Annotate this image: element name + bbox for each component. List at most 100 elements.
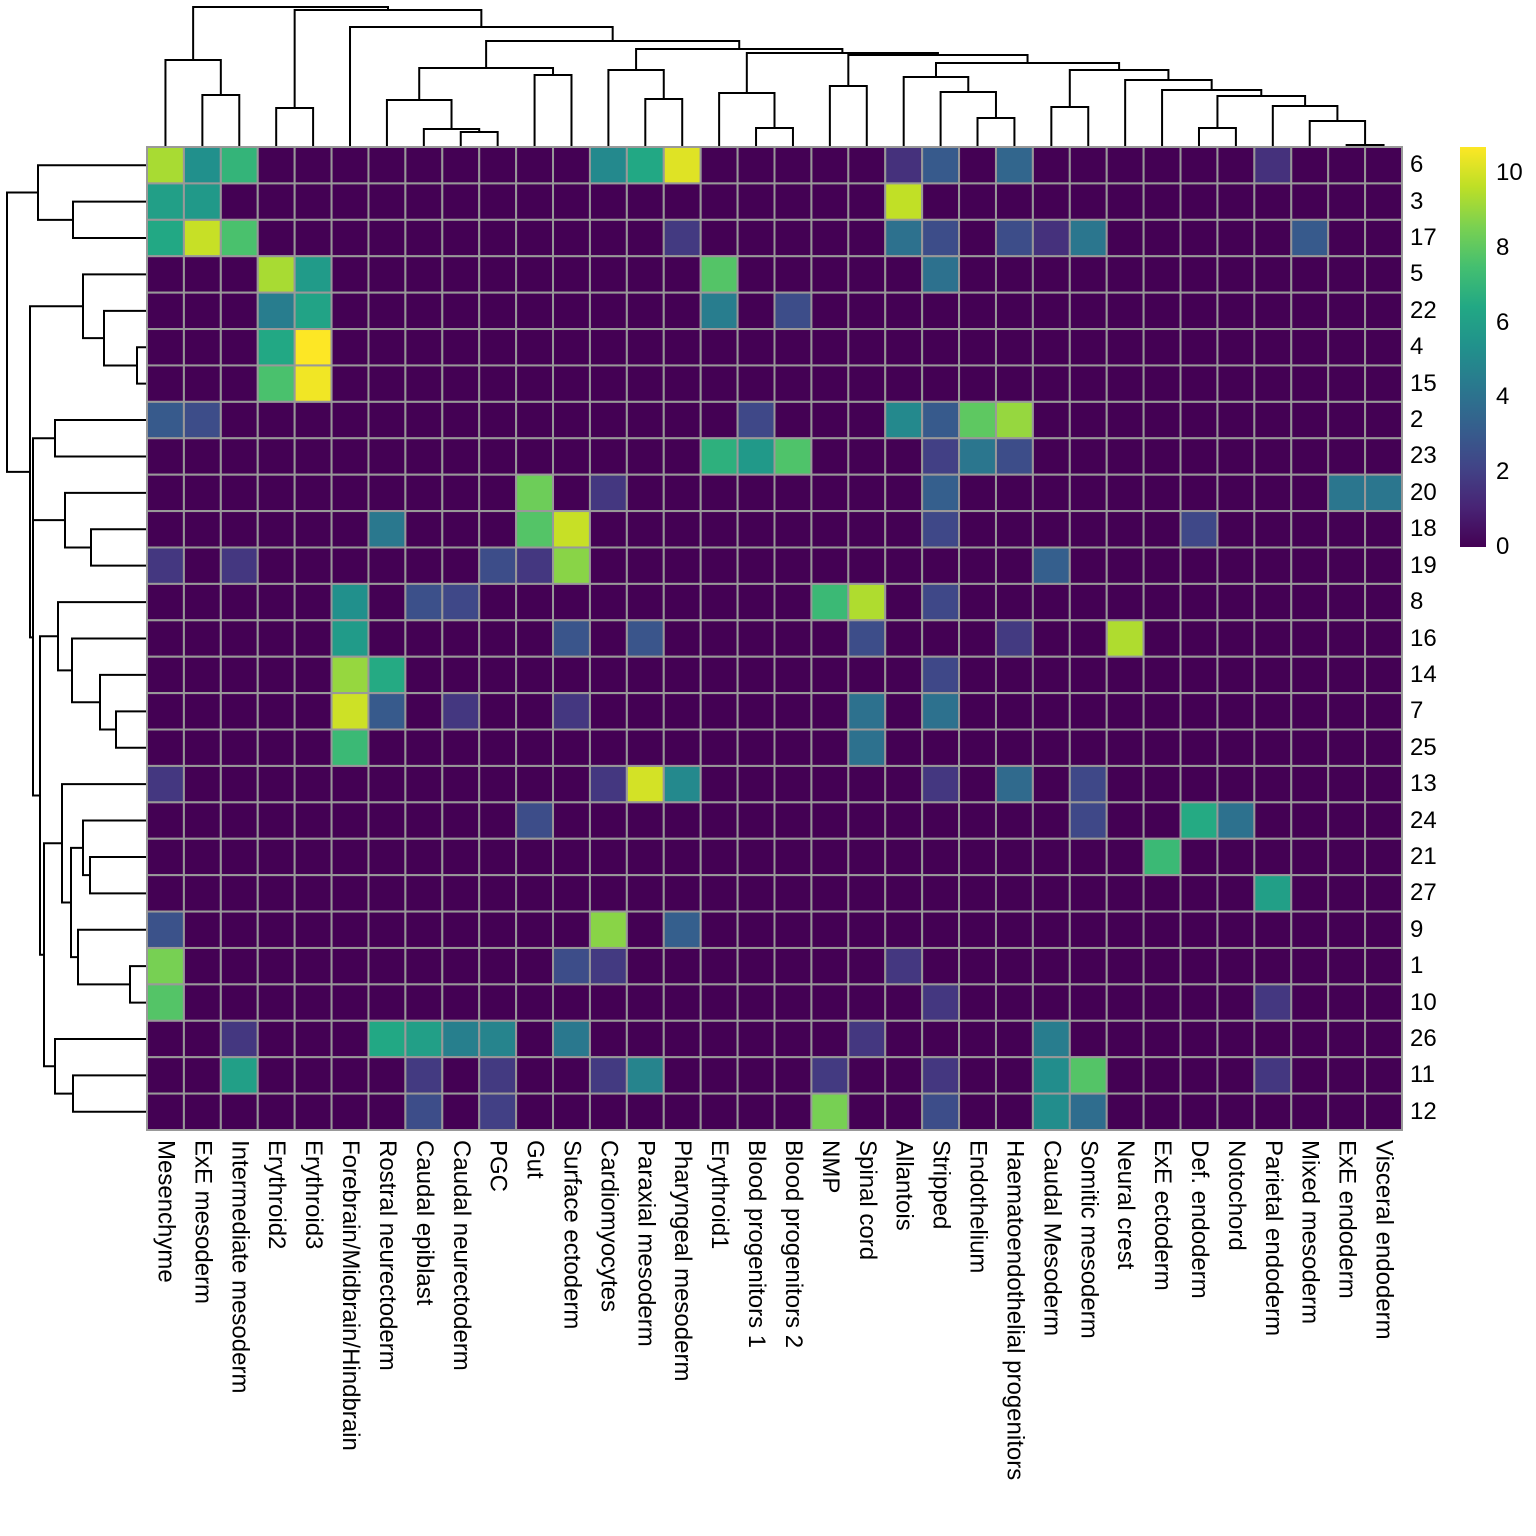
heatmap-cell [219,255,259,294]
heatmap-cell [256,328,296,367]
heatmap-cell [1031,473,1071,513]
heatmap-cell [367,582,407,622]
heatmap-cell [1068,364,1108,403]
heatmap-cell [588,655,628,695]
heatmap-cell [994,874,1034,913]
dendrogram-branch [64,491,147,549]
heatmap-cell [662,364,702,403]
heatmap-cell [1290,510,1330,549]
heatmap-cell [1216,146,1256,185]
heatmap-cell [441,510,481,549]
heatmap-cell [219,510,259,549]
heatmap-cell [515,546,555,585]
heatmap-cell [921,473,961,513]
heatmap-cell [1216,764,1256,804]
heatmap-cell [293,146,333,185]
heatmap-cell [588,437,628,476]
heatmap-cell [552,473,591,513]
heatmap-cell [367,364,407,403]
heatmap-cell [1364,291,1404,331]
heatmap-cell [1068,946,1108,986]
heatmap-cell [994,437,1034,476]
heatmap-cell [1253,182,1293,221]
heatmap-cell [773,983,813,1022]
heatmap-cell [1142,218,1182,258]
heatmap-cell [994,728,1034,767]
heatmap-cell [1105,764,1145,804]
heatmap-cell [921,582,961,622]
heatmap-cell [884,437,924,476]
heatmap-cell [293,582,333,622]
heatmap-cell [847,218,887,258]
heatmap-cell [256,837,296,877]
heatmap-cell [1216,400,1256,440]
heatmap-cell [1142,291,1182,331]
heatmap-cell [1031,400,1071,440]
heatmap-cell [1327,1092,1367,1132]
heatmap-cell [1364,1092,1404,1132]
heatmap-cell [219,728,259,767]
heatmap-cell [256,582,296,622]
heatmap-cell [1327,801,1367,840]
heatmap-cell [1290,764,1330,804]
heatmap-cell [478,1056,518,1095]
heatmap-cell [1068,291,1108,331]
heatmap-cell [736,364,776,403]
heatmap-cell [219,364,259,403]
heatmap-cell [330,983,370,1022]
heatmap-cell [1105,837,1145,877]
heatmap-cell [736,619,776,658]
heatmap-cell [182,764,222,804]
heatmap-cell [736,692,776,731]
row-label: 2 [1410,406,1424,434]
heatmap-cell [1216,1056,1256,1095]
heatmap-cell [699,837,739,877]
heatmap-cell [1142,619,1182,658]
heatmap-cell [146,182,185,221]
heatmap-cell [958,328,997,367]
heatmap-cell [515,328,555,367]
heatmap-cell [773,218,813,258]
column-label: Paraxial mesoderm [632,1140,660,1347]
heatmap-cell [1364,400,1404,440]
heatmap-cell [146,1019,185,1059]
column-label: Gut [521,1140,549,1179]
heatmap-cell [441,146,481,185]
heatmap-cell [921,328,961,367]
heatmap-cell [736,473,776,513]
heatmap-cell [256,619,296,658]
dendrogram-branch [82,819,147,877]
heatmap-cell [736,728,776,767]
heatmap-cell [1031,946,1071,986]
heatmap-cell [515,983,555,1022]
heatmap-cell [552,837,591,877]
heatmap-cell [1364,546,1404,585]
heatmap-cell [662,692,702,731]
heatmap-cell [515,655,555,695]
heatmap-cell [588,1092,628,1132]
heatmap-cell [884,728,924,767]
heatmap-cell [958,146,997,185]
heatmap-cell [330,473,370,513]
dendrogram-branch [43,842,62,1068]
column-label: Allantois [890,1140,918,1231]
heatmap-cell [847,837,887,877]
heatmap-cell [1216,510,1256,549]
heatmap-cell [515,619,555,658]
heatmap-cell [1327,473,1367,513]
heatmap-cell [1327,946,1367,986]
row-label: 19 [1410,551,1437,579]
heatmap-cell [182,946,222,986]
heatmap-cell [1068,692,1108,731]
heatmap-cell [441,291,481,331]
heatmap-cell [921,546,961,585]
heatmap-cell [478,1092,518,1132]
heatmap-cell [182,328,222,367]
heatmap-cell [662,764,702,804]
heatmap-cell [515,764,555,804]
heatmap-cell [662,291,702,331]
heatmap-cell [1253,437,1293,476]
heatmap-cell [994,837,1034,877]
column-label: Blood progenitors 2 [779,1140,807,1349]
heatmap-cell [1105,364,1145,403]
